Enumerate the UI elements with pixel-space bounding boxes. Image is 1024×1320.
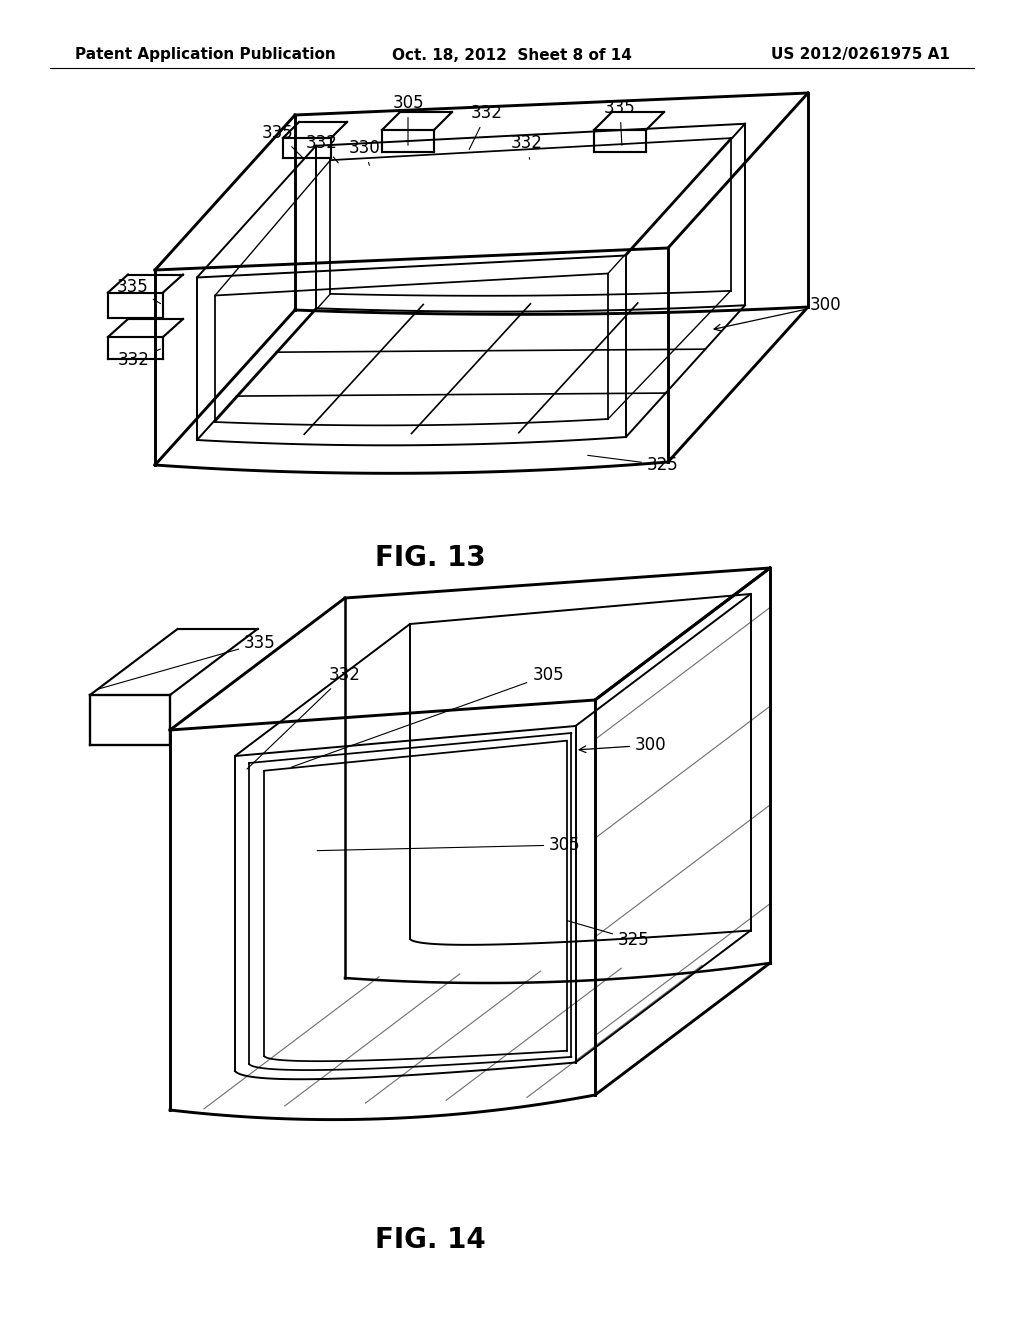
Text: 300: 300 [580,737,667,754]
Text: FIG. 13: FIG. 13 [375,544,485,572]
Text: 325: 325 [567,921,650,949]
Text: 300: 300 [714,296,842,331]
Text: 305: 305 [317,836,581,854]
Text: 332: 332 [118,348,161,370]
Text: FIG. 14: FIG. 14 [375,1226,485,1254]
Text: 330: 330 [349,139,381,165]
Text: 335: 335 [262,124,303,158]
Text: 335: 335 [604,99,636,145]
Text: 335: 335 [97,634,275,689]
Text: 305: 305 [392,94,424,145]
Text: Patent Application Publication: Patent Application Publication [75,48,336,62]
Text: US 2012/0261975 A1: US 2012/0261975 A1 [771,48,950,62]
Text: 335: 335 [117,279,161,304]
Text: 325: 325 [588,455,679,474]
Text: 305: 305 [292,667,564,767]
Text: 332: 332 [247,667,360,770]
Text: Oct. 18, 2012  Sheet 8 of 14: Oct. 18, 2012 Sheet 8 of 14 [392,48,632,62]
Text: 332: 332 [469,104,503,149]
Text: 332: 332 [306,135,338,162]
Text: 332: 332 [511,135,543,160]
